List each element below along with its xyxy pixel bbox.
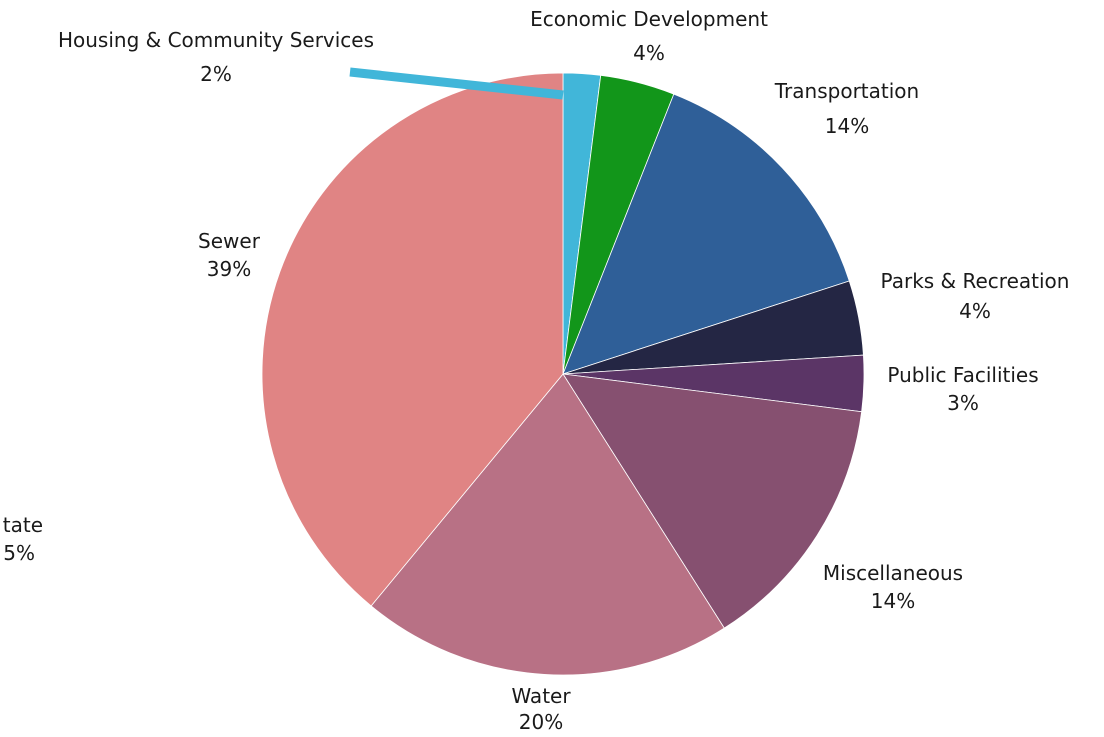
value-real-estate-partial: 5% — [3, 541, 35, 565]
value-parks-recreation: 4% — [959, 299, 991, 323]
label-water: Water — [511, 684, 571, 708]
value-housing-community-services: 2% — [200, 62, 232, 86]
label-transportation: Transportation — [774, 79, 919, 103]
slice-miscellaneous — [562, 373, 863, 629]
value-transportation: 14% — [825, 114, 869, 138]
label-parks-recreation: Parks & Recreation — [881, 269, 1070, 293]
pie-slices — [261, 72, 865, 676]
value-miscellaneous: 14% — [871, 589, 915, 613]
label-real-estate-partial: tate — [3, 513, 43, 537]
label-public-facilities: Public Facilities — [887, 363, 1038, 387]
leader-lines — [349, 67, 564, 100]
label-housing-community-services: Housing & Community Services — [58, 28, 374, 52]
leader-line-housing-community-services — [349, 67, 564, 100]
label-miscellaneous: Miscellaneous — [823, 561, 963, 585]
value-water: 20% — [519, 710, 563, 734]
label-economic-development: Economic Development — [530, 7, 768, 31]
value-economic-development: 4% — [633, 41, 665, 65]
label-sewer: Sewer — [198, 229, 261, 253]
value-public-facilities: 3% — [947, 391, 979, 415]
slice-water — [370, 373, 725, 676]
value-sewer: 39% — [207, 257, 251, 281]
slice-sewer — [261, 72, 564, 607]
